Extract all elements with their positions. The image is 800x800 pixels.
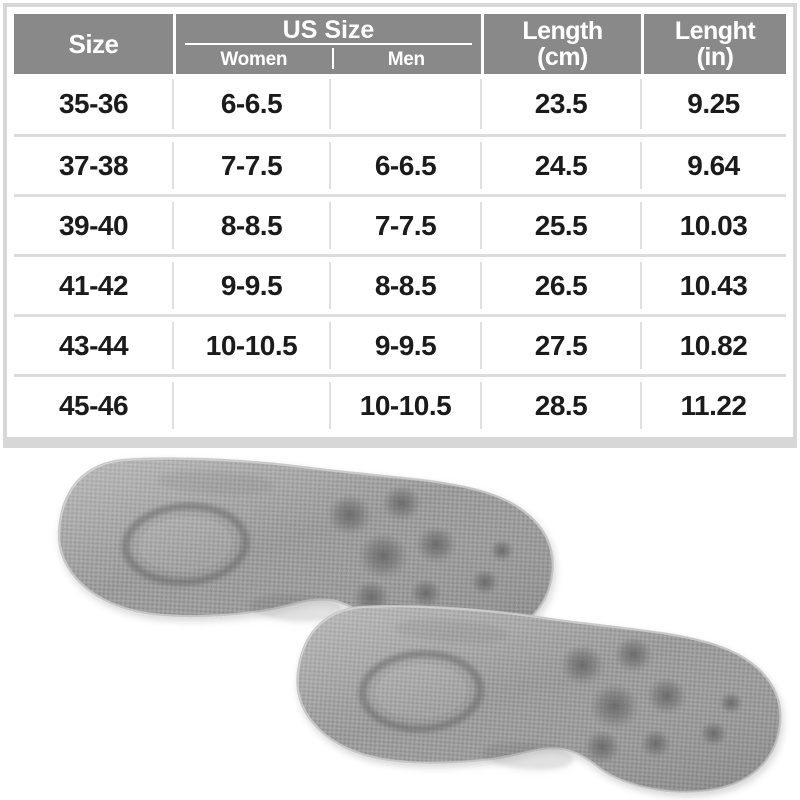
insoles-photo: [0, 445, 800, 800]
cell-length-cm: 23.5: [480, 74, 641, 134]
cell-women: 6-6.5: [172, 74, 330, 134]
header-us-size: US Size Women Men: [173, 14, 481, 74]
header-size-label: Size: [68, 28, 119, 59]
header-length-cm: Length (cm): [481, 14, 641, 74]
cell-length-cm: 27.5: [480, 317, 641, 374]
table-row: 35-36 6-6.5 23.5 9.25: [14, 74, 786, 134]
header-us-size-label: US Size: [185, 14, 472, 45]
cell-lenght-in: 10.82: [640, 317, 786, 374]
header-lenght-in: Lenght (in): [641, 14, 786, 74]
cell-size: 41-42: [58, 269, 129, 301]
cell-men: 7-7.5: [329, 197, 481, 254]
cell-size: 45-46: [58, 389, 129, 421]
cell-length-cm: 28.5: [480, 377, 641, 434]
cell-lenght-in: 11.22: [640, 377, 786, 434]
table-row: 37-38 7-7.5 6-6.5 24.5 9.64: [14, 134, 786, 194]
table-header: Size US Size Women Men Length (cm) Lengh…: [14, 14, 786, 74]
header-lenght-label: Lenght: [674, 17, 756, 45]
header-length-unit: (cm): [537, 43, 588, 71]
header-size: Size: [14, 14, 173, 74]
cell-women: [172, 377, 330, 434]
cell-women: 8-8.5: [172, 197, 330, 254]
cell-men: [329, 74, 481, 134]
cell-women: 9-9.5: [172, 257, 330, 314]
cell-women: 7-7.5: [172, 137, 330, 194]
cell-size: 39-40: [58, 209, 129, 241]
table-body: 35-36 6-6.5 23.5 9.25 37-38 7-7.5 6-6.5 …: [14, 74, 786, 434]
header-lenght-unit: (in): [696, 43, 734, 71]
cell-size: 43-44: [58, 329, 129, 361]
cell-men: 8-8.5: [329, 257, 481, 314]
cell-men: 6-6.5: [329, 137, 481, 194]
cell-lenght-in: 10.03: [640, 197, 786, 254]
cell-men: 10-10.5: [329, 377, 481, 434]
table-row: 39-40 8-8.5 7-7.5 25.5 10.03: [14, 194, 786, 254]
cell-length-cm: 24.5: [480, 137, 641, 194]
cell-lenght-in: 10.43: [640, 257, 786, 314]
cell-length-cm: 26.5: [480, 257, 641, 314]
cell-size: 35-36: [58, 88, 129, 119]
table-row: 43-44 10-10.5 9-9.5 27.5 10.82: [14, 314, 786, 374]
cell-men: 9-9.5: [329, 317, 481, 374]
cell-women: 10-10.5: [172, 317, 330, 374]
table-row: 45-46 10-10.5 28.5 11.22: [14, 374, 786, 434]
size-chart-table: Size US Size Women Men Length (cm) Lengh…: [3, 3, 797, 448]
table-row: 41-42 9-9.5 8-8.5 26.5 10.43: [14, 254, 786, 314]
header-men-label: Men: [387, 48, 425, 70]
header-us-size-subrow: Women Men: [176, 45, 481, 74]
cell-size: 37-38: [58, 149, 129, 181]
cell-lenght-in: 9.25: [640, 74, 786, 134]
cell-lenght-in: 9.64: [640, 137, 786, 194]
cell-length-cm: 25.5: [480, 197, 641, 254]
header-women-label: Women: [220, 48, 288, 70]
insole-bottom: [291, 598, 786, 799]
header-length-label: Length: [522, 17, 603, 45]
